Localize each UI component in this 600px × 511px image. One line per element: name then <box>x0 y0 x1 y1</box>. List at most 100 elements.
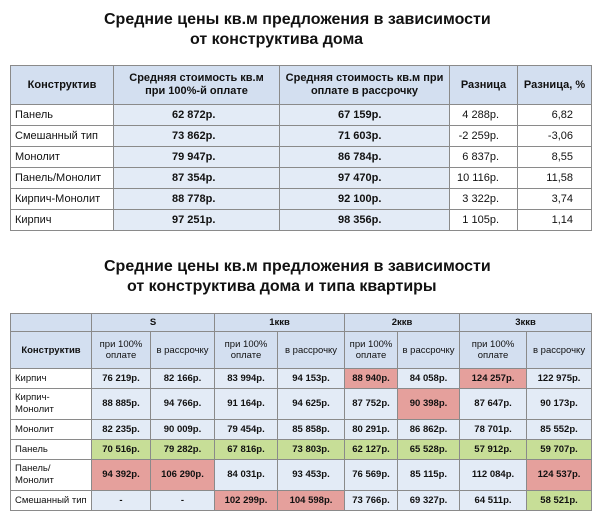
group-header-s: S <box>91 313 215 332</box>
row-label: Панель <box>10 104 114 126</box>
table-cell: 65 528р. <box>397 439 461 460</box>
table-cell: 92 100р. <box>279 188 450 210</box>
table-row: Панель 70 516р. 79 282р. 67 816р. 73 803р. 62… <box>10 439 593 460</box>
title-line-1: Средние цены кв.м предложения в зависимо… <box>104 258 491 275</box>
table-cell: - <box>91 490 151 511</box>
header-constructive: Конструктив <box>10 65 114 105</box>
table-cell: 87 647р. <box>459 388 528 420</box>
table-cell: 62 872р. <box>113 104 280 126</box>
table-cell: 88 940р. <box>344 368 399 389</box>
header-installment: Средняя стоимость кв.м при оплате в расс… <box>279 65 450 105</box>
table-row: Монолит 79 947р. 86 784р. 6 837р. 8,55 <box>10 146 592 168</box>
sub-header-row: Конструктив при 100% оплате в рассрочку … <box>10 331 593 369</box>
table-row: Кирпич-Монолит 88 885р. 94 766р. 91 164р. 94… <box>10 388 593 420</box>
table-cell: 79 282р. <box>150 439 215 460</box>
table-cell: 76 569р. <box>344 459 399 491</box>
table-cell: 86 784р. <box>279 146 450 168</box>
row-label: Кирпич <box>10 368 92 389</box>
table-cell: 73 766р. <box>344 490 399 511</box>
table-cell: 59 707р. <box>526 439 593 460</box>
table-row: Кирпич 97 251р. 98 356р. 1 105р. 1,14 <box>10 209 592 231</box>
table-cell: 58 521р. <box>526 490 593 511</box>
group-header-empty <box>10 313 92 332</box>
table-cell: 6,82 <box>517 104 592 126</box>
table-cell: 78 701р. <box>459 419 528 440</box>
group-header-3k: 3ккв <box>459 313 593 332</box>
table-row: Монолит 82 235р. 90 009р. 79 454р. 85 858р. 8… <box>10 419 593 440</box>
header-difference-percent: Разница, % <box>517 65 592 105</box>
table-cell: 98 356р. <box>279 209 450 231</box>
table-cell: 10 116р. <box>449 167 518 189</box>
table-cell: 104 598р. <box>276 490 346 511</box>
table-cell: 83 994р. <box>214 368 278 389</box>
table-cell: 87 354р. <box>113 167 280 189</box>
title-line-2: от конструктива дома <box>190 31 363 48</box>
table-header-row: Конструктив Средняя стоимость кв.м при 1… <box>10 65 592 105</box>
table-cell: 11,58 <box>517 167 592 189</box>
group-header-2k: 2ккв <box>344 313 461 332</box>
table-cell: 84 031р. <box>214 459 278 491</box>
table-cell: 94 766р. <box>150 388 215 420</box>
title-constructive: Средние цены кв.м предложения в зависимо… <box>0 10 600 50</box>
table-cell: 85 552р. <box>526 419 593 440</box>
row-label: Монолит <box>10 146 114 168</box>
table-cell: 71 603р. <box>279 125 450 147</box>
group-header-row: S 1ккв 2ккв 3ккв <box>10 313 593 332</box>
table-cell: 85 115р. <box>397 459 461 491</box>
table-cell: 57 912р. <box>459 439 528 460</box>
table-cell: 124 257р. <box>459 368 528 389</box>
table-cell: 73 862р. <box>113 125 280 147</box>
table-row: Кирпич 76 219р. 82 166р. 83 994р. 94 153р. 88… <box>10 368 593 389</box>
table-cell: -2 259р. <box>449 125 518 147</box>
table-cell: 82 166р. <box>150 368 215 389</box>
table-cell: 90 173р. <box>526 388 593 420</box>
table-cell: 62 127р. <box>344 439 399 460</box>
header-constructive: Конструктив <box>10 331 92 369</box>
sub-header-full: при 100% оплате <box>91 331 151 369</box>
table-cell: 67 159р. <box>279 104 450 126</box>
table-cell: 90 398р. <box>397 388 461 420</box>
row-label: Кирпич-Монолит <box>10 188 114 210</box>
title-line-2: от конструктива дома и типа квартиры <box>127 278 437 295</box>
sub-header-full: при 100% оплате <box>459 331 528 369</box>
table-cell: 73 803р. <box>276 439 346 460</box>
row-label: Панель/ Монолит <box>10 459 92 491</box>
table-cell: 3 322р. <box>449 188 518 210</box>
table-cell: 70 516р. <box>91 439 151 460</box>
table-cell: 79 947р. <box>113 146 280 168</box>
table-cell: 84 058р. <box>397 368 461 389</box>
table-cell: 97 470р. <box>279 167 450 189</box>
table-cell: 88 885р. <box>91 388 151 420</box>
title-constructive-apartment: Средние цены кв.м предложения в зависимо… <box>0 257 600 297</box>
table-row: Панель/Монолит 87 354р. 97 470р. 10 116р. 11… <box>10 167 592 189</box>
table-cell: 90 009р. <box>150 419 215 440</box>
header-difference: Разница <box>449 65 518 105</box>
price-by-constructive-table: Конструктив Средняя стоимость кв.м при 1… <box>10 65 592 231</box>
table-cell: 102 299р. <box>214 490 278 511</box>
row-label: Панель <box>10 439 92 460</box>
table-cell: 93 453р. <box>276 459 346 491</box>
table-cell: 67 816р. <box>214 439 278 460</box>
table-cell: 80 291р. <box>344 419 399 440</box>
table-cell: 97 251р. <box>113 209 280 231</box>
table-cell: 85 858р. <box>276 419 346 440</box>
table-cell: 8,55 <box>517 146 592 168</box>
table-cell: 88 778р. <box>113 188 280 210</box>
table-cell: 94 625р. <box>276 388 346 420</box>
table-cell: 64 511р. <box>459 490 528 511</box>
table-cell: -3,06 <box>517 125 592 147</box>
table-cell: 76 219р. <box>91 368 151 389</box>
table-cell: 124 537р. <box>526 459 593 491</box>
sub-header-full: при 100% оплате <box>344 331 399 369</box>
table-cell: 94 153р. <box>276 368 346 389</box>
title-line-1: Средние цены кв.м предложения в зависимо… <box>104 11 491 28</box>
sub-header-installment: в рассрочку <box>526 331 593 369</box>
table-cell: 1 105р. <box>449 209 518 231</box>
sub-header-installment: в рассрочку <box>397 331 461 369</box>
table-row: Смешанный тип 73 862р. 71 603р. -2 259р. -3,… <box>10 125 592 147</box>
header-full-payment: Средняя стоимость кв.м при 100%-й оплате <box>113 65 280 105</box>
table-cell: 79 454р. <box>214 419 278 440</box>
table-cell: 112 084р. <box>459 459 528 491</box>
group-header-1k: 1ккв <box>213 313 346 332</box>
table-row: Панель/ Монолит 94 392р. 106 290р. 84 031р.… <box>10 459 593 491</box>
